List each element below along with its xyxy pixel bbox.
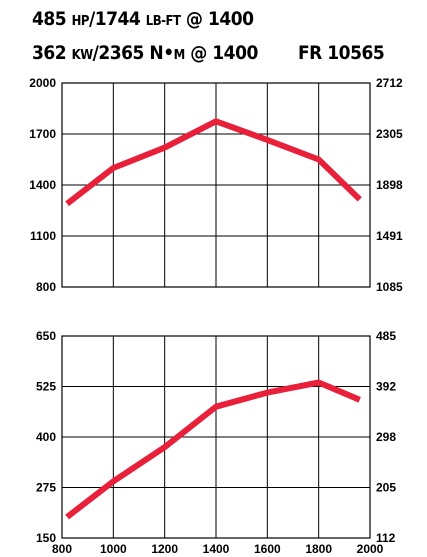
right-tick-label: 205 bbox=[376, 481, 396, 495]
x-tick-label: 1200 bbox=[151, 542, 178, 556]
x-tick-label: 1800 bbox=[305, 542, 332, 556]
nm-value: /2365 N bbox=[92, 42, 164, 64]
left-tick-label: 800 bbox=[36, 280, 56, 294]
right-tick-label: 485 bbox=[376, 329, 396, 343]
right-tick-label: 1085 bbox=[376, 280, 403, 294]
left-tick-label: 525 bbox=[36, 380, 56, 394]
hp-value: 485 bbox=[32, 8, 72, 30]
nm-unit: M bbox=[173, 48, 186, 63]
left-tick-label: 400 bbox=[36, 430, 56, 444]
left-tick-label: 2000 bbox=[29, 76, 56, 90]
x-tick-label: 1600 bbox=[254, 542, 281, 556]
x-tick-label: 2000 bbox=[357, 542, 384, 556]
x-tick-label: 1400 bbox=[203, 542, 230, 556]
right-tick-label: 112 bbox=[376, 531, 396, 545]
rpm-value-2: @ 1400 bbox=[184, 42, 258, 64]
x-tick-label: 800 bbox=[52, 542, 72, 556]
hp-unit: HP bbox=[71, 14, 90, 29]
engine-rating: FR 10565 bbox=[298, 42, 385, 64]
right-tick-label: 2305 bbox=[376, 127, 403, 141]
right-tick-label: 1898 bbox=[376, 178, 403, 192]
left-tick-label: 1400 bbox=[29, 178, 56, 192]
kw-unit: KW bbox=[71, 48, 93, 63]
right-tick-label: 1491 bbox=[376, 229, 403, 243]
x-tick-label: 1000 bbox=[100, 542, 127, 556]
right-tick-label: 392 bbox=[376, 380, 396, 394]
power-spec-kw: 362 KW/2365 N•M @ 1400 bbox=[32, 42, 258, 64]
right-tick-label: 2712 bbox=[376, 76, 403, 90]
power-spec-hp: 485 HP/1744 LB-FT @ 1400 bbox=[32, 8, 254, 30]
left-tick-label: 1100 bbox=[30, 229, 56, 243]
left-tick-label: 275 bbox=[36, 481, 56, 495]
left-tick-label: 650 bbox=[36, 329, 56, 343]
left-tick-label: 150 bbox=[36, 531, 56, 545]
left-tick-label: 1700 bbox=[29, 127, 56, 141]
nm-dot: • bbox=[163, 42, 174, 64]
kw-value: 362 bbox=[32, 42, 72, 64]
right-tick-label: 298 bbox=[376, 430, 396, 444]
torque-value: /1744 bbox=[89, 8, 146, 30]
rpm-value: @ 1400 bbox=[180, 8, 254, 30]
torque-unit: LB-FT bbox=[145, 14, 181, 29]
